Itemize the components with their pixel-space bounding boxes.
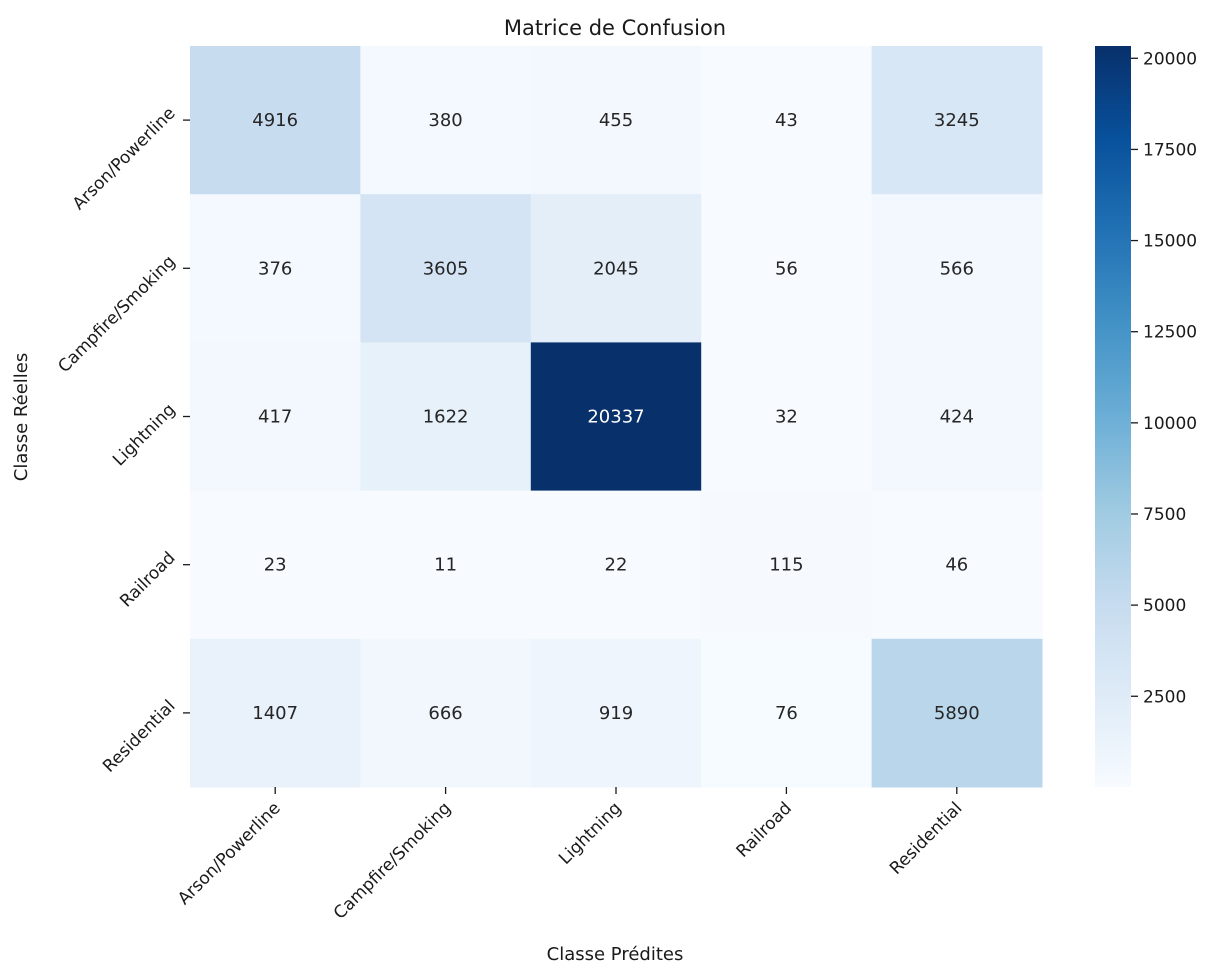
heatmap-cell — [701, 638, 873, 788]
heatmap-cell-value: 1622 — [423, 407, 469, 428]
heatmap-cell-value: 417 — [258, 407, 292, 428]
heatmap-cell — [871, 46, 1043, 195]
colorbar-gradient — [1095, 46, 1131, 787]
heatmap-cell — [190, 194, 361, 343]
y-axis-label: Classe Réelles — [11, 353, 32, 481]
heatmap-cell — [530, 342, 702, 492]
colorbar-tick-label: 15000 — [1143, 232, 1197, 252]
heatmap-cell-value: 4916 — [252, 110, 298, 131]
heatmap-cell — [871, 194, 1043, 343]
y-tick-label: Lightning — [109, 400, 179, 470]
colorbar-tick-label: 7500 — [1143, 505, 1186, 525]
heatmap-cells — [190, 46, 1043, 788]
heatmap-cell-value: 424 — [940, 407, 974, 428]
heatmap-cell — [530, 194, 702, 343]
heatmap-cell-value: 2045 — [593, 258, 639, 279]
heatmap-cell-value: 380 — [428, 110, 462, 131]
heatmap-cell-value: 11 — [434, 555, 457, 576]
heatmap-cell-value: 22 — [605, 555, 628, 576]
x-tick-label: Lightning — [555, 798, 625, 868]
heatmap-cell-value: 56 — [775, 258, 798, 279]
heatmap-cell — [190, 342, 361, 492]
heatmap-cell-value: 32 — [775, 407, 798, 428]
heatmap-cell — [190, 490, 361, 640]
heatmap-cell-value: 46 — [945, 555, 968, 576]
heatmap-cell-value: 76 — [775, 703, 798, 724]
colorbar-tick-label: 12500 — [1143, 323, 1197, 343]
x-tick-label: Railroad — [733, 798, 796, 861]
heatmap-cell — [360, 46, 532, 195]
heatmap-cell — [871, 342, 1043, 492]
heatmap-cell-value: 1407 — [252, 703, 298, 724]
heatmap-cell — [530, 46, 702, 195]
heatmap-cell-value: 919 — [599, 703, 633, 724]
x-tick-label: Arson/Powerline — [174, 798, 285, 909]
heatmap-cell — [190, 638, 361, 788]
heatmap-cell — [871, 638, 1043, 788]
x-axis-ticks: Arson/Powerline Campfire/Smoking Lightning… — [174, 787, 966, 924]
heatmap-cell-value: 666 — [428, 703, 462, 724]
y-tick-label: Residential — [99, 696, 179, 776]
heatmap-cell — [701, 46, 873, 195]
heatmap-cell — [360, 342, 532, 492]
y-tick-label: Arson/Powerline — [69, 103, 180, 214]
colorbar-tick-label: 5000 — [1143, 596, 1186, 616]
heatmap-cell-value: 455 — [599, 110, 633, 131]
heatmap-cell — [190, 46, 361, 195]
chart-title: Matrice de Confusion — [504, 16, 726, 40]
heatmap-cell-labels: 4916 380 455 43 3245 376 3605 2045 56 566 417 1622 2… — [252, 110, 979, 724]
heatmap-cell — [701, 342, 873, 492]
heatmap-cell — [701, 490, 873, 640]
heatmap-cell-value: 115 — [769, 555, 803, 576]
x-tick-label: Residential — [886, 798, 966, 878]
heatmap-cell-value: 20337 — [587, 407, 644, 428]
heatmap-cell-value: 23 — [264, 555, 287, 576]
colorbar-tick-label: 17500 — [1143, 140, 1197, 160]
y-tick-label: Railroad — [116, 548, 179, 611]
colorbar-tick-label: 10000 — [1143, 414, 1197, 434]
heatmap-cell-value: 5890 — [934, 703, 980, 724]
heatmap-cell-value: 376 — [258, 258, 292, 279]
heatmap-cell — [871, 490, 1043, 640]
colorbar: 2500 5000 7500 10000 12500 15000 17500 20000 — [1095, 46, 1197, 787]
colorbar-tick-label: 2500 — [1143, 687, 1186, 707]
heatmap-cell-value: 3245 — [934, 110, 980, 131]
heatmap-cell — [360, 194, 532, 343]
heatmap-cell — [360, 638, 532, 788]
heatmap-cell — [360, 490, 532, 640]
heatmap-cell — [701, 194, 873, 343]
y-axis-ticks: Arson/Powerline Campfire/Smoking Lightning… — [54, 103, 190, 777]
heatmap-cell-value: 3605 — [423, 258, 469, 279]
heatmap-cell — [530, 490, 702, 640]
heatmap-cell-value: 43 — [775, 110, 798, 131]
y-tick-label: Campfire/Smoking — [54, 252, 179, 377]
heatmap-cell — [530, 638, 702, 788]
heatmap-cell-value: 566 — [940, 258, 974, 279]
x-tick-label: Campfire/Smoking — [330, 798, 455, 923]
colorbar-tick-label: 20000 — [1143, 49, 1197, 69]
x-axis-label: Classe Prédites — [547, 944, 684, 965]
